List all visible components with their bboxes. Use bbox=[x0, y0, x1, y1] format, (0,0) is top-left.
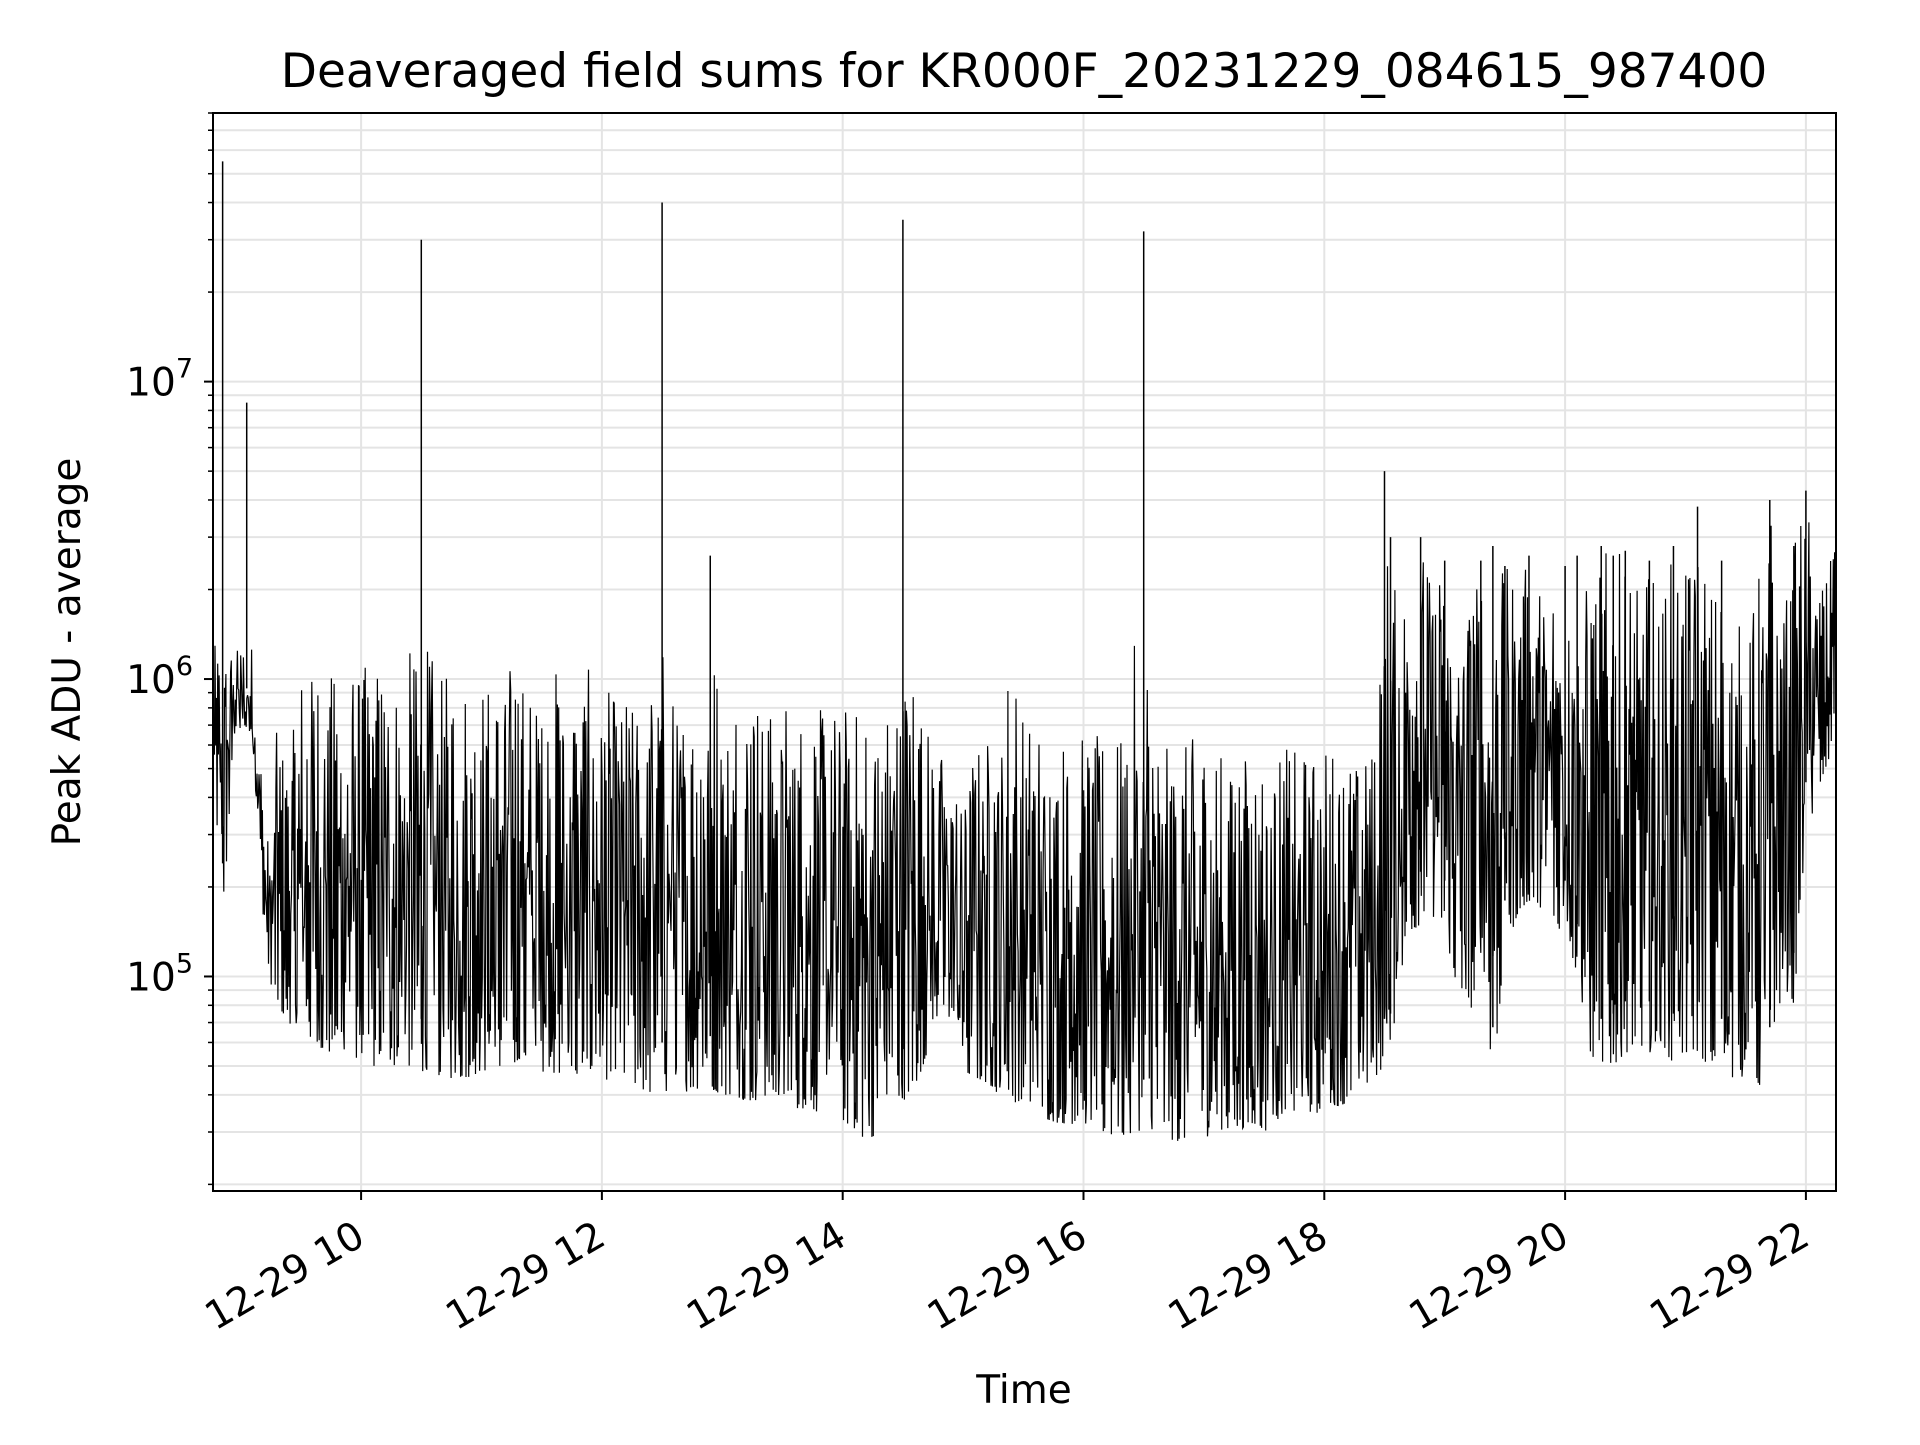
y-tick-label: 107 bbox=[126, 354, 193, 406]
series-layer bbox=[212, 161, 1837, 1141]
x-axis-label: Time bbox=[975, 1368, 1071, 1413]
y-axis-label: Peak ADU - average bbox=[45, 458, 90, 847]
plot-frame bbox=[212, 112, 1837, 1192]
y-tick-label: 105 bbox=[126, 948, 193, 1000]
y-tick-label: 106 bbox=[126, 651, 193, 703]
chart-title: Deaveraged field sums for KR000F_2023122… bbox=[281, 44, 1767, 99]
